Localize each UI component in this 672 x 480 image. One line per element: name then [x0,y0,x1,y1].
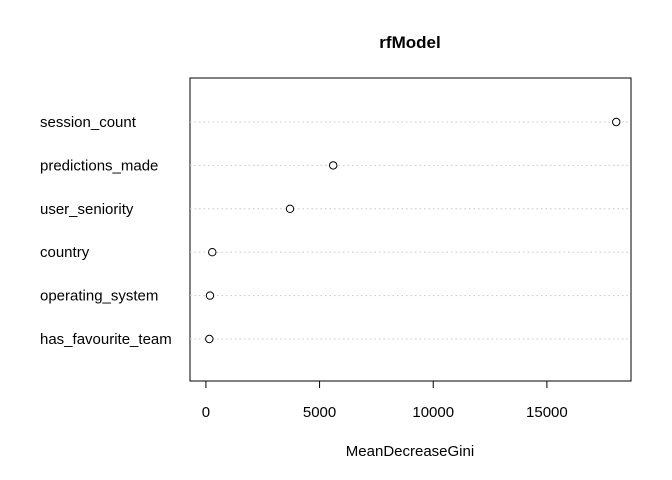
data-point [329,161,338,170]
x-tick-label: 10000 [412,404,454,421]
data-point [612,117,621,127]
data-point [205,291,215,300]
x-tick-label: 5000 [303,404,336,421]
chart-title: rfModel [379,33,440,52]
gridlines [190,121,631,340]
x-axis-label: MeanDecreaseGini [346,443,474,460]
data-points [205,117,621,344]
data-point [205,334,214,344]
x-tick-label: 15000 [526,404,568,421]
x-tick-label: 0 [202,404,210,421]
category-label: country [40,244,90,261]
plot-frame [189,77,632,382]
category-label: user_seniority [40,201,134,218]
category-labels: session_count predictions_made user_senior… [40,114,172,348]
category-label: operating_system [40,288,158,305]
category-label: has_favourite_team [40,331,172,348]
category-label: predictions_made [40,157,158,174]
category-label: session_count [40,114,137,131]
data-point [285,204,295,214]
data-point [208,248,217,257]
x-axis: 0 5000 10000 15000 [202,380,568,421]
